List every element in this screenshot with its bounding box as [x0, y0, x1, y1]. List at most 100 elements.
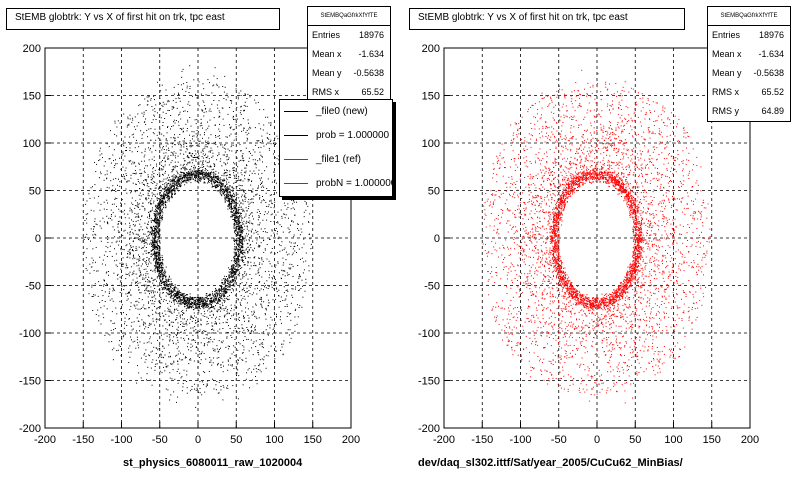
scatter-point: [271, 277, 273, 279]
scatter-point: [211, 182, 212, 184]
scatter-point: [293, 236, 295, 238]
scatter-point: [157, 238, 159, 240]
scatter-point: [106, 199, 108, 201]
scatter-point: [181, 376, 183, 378]
scatter-point: [182, 294, 184, 296]
scatter-point: [207, 298, 208, 300]
scatter-point: [159, 248, 161, 250]
scatter-point: [273, 221, 275, 222]
scatter-point: [134, 191, 136, 193]
scatter-point: [196, 97, 198, 99]
scatter-point: [178, 180, 180, 181]
scatter-point: [151, 290, 153, 292]
scatter-point: [155, 234, 157, 236]
scatter-point: [193, 329, 195, 331]
scatter-point: [129, 231, 131, 233]
scatter-point: [228, 195, 230, 197]
scatter-point: [199, 305, 200, 307]
scatter-point: [198, 391, 200, 393]
scatter-point: [154, 300, 156, 302]
scatter-point: [254, 327, 256, 329]
scatter-point: [194, 150, 196, 152]
scatter-point: [225, 198, 227, 200]
scatter-point: [165, 182, 167, 184]
scatter-point: [257, 224, 259, 226]
scatter-point: [255, 265, 257, 267]
scatter-point: [243, 249, 245, 251]
scatter-point: [239, 227, 241, 229]
scatter-point: [245, 307, 247, 309]
scatter-point: [159, 213, 161, 214]
scatter-point: [185, 151, 187, 153]
scatter-point: [177, 288, 179, 290]
scatter-point: [219, 112, 221, 114]
scatter-point: [159, 213, 161, 215]
scatter-point: [283, 292, 285, 294]
scatter-point: [263, 145, 265, 147]
scatter-point: [260, 296, 262, 298]
scatter-point: [137, 202, 138, 204]
scatter-point: [112, 226, 114, 228]
scatter-point: [196, 173, 198, 175]
scatter-point: [106, 173, 108, 175]
scatter-point: [237, 327, 239, 329]
scatter-point: [134, 190, 136, 192]
scatter-point: [218, 290, 220, 292]
scatter-point: [216, 316, 218, 318]
scatter-point: [228, 204, 230, 205]
scatter-point: [179, 184, 181, 186]
scatter-point: [159, 362, 161, 364]
scatter-point: [237, 219, 239, 221]
scatter-point: [146, 257, 148, 258]
scatter-point: [115, 188, 116, 190]
scatter-point: [144, 171, 146, 173]
scatter-point: [217, 184, 219, 186]
scatter-point: [155, 217, 157, 219]
scatter-point: [226, 322, 228, 324]
scatter-point: [100, 188, 102, 190]
scatter-point: [167, 284, 169, 285]
scatter-point: [156, 231, 158, 233]
scatter-point: [154, 238, 156, 240]
scatter-point: [235, 118, 237, 120]
scatter-point: [253, 310, 255, 312]
scatter-point: [274, 253, 276, 255]
scatter-point: [143, 333, 145, 334]
scatter-point: [219, 310, 221, 312]
scatter-point: [238, 227, 240, 229]
scatter-point: [143, 304, 145, 306]
scatter-point: [191, 316, 193, 318]
scatter-point: [180, 84, 182, 86]
scatter-point: [261, 200, 263, 202]
scatter-point: [170, 278, 172, 280]
scatter-point: [233, 192, 234, 194]
scatter-point: [95, 314, 97, 315]
scatter-point: [240, 256, 242, 258]
scatter-point: [163, 288, 165, 290]
scatter-point: [128, 318, 130, 320]
scatter-point: [251, 154, 253, 156]
scatter-point: [170, 162, 172, 164]
scatter-point: [177, 333, 178, 335]
scatter-point: [228, 289, 230, 291]
scatter-point: [228, 348, 230, 350]
scatter-point: [177, 322, 179, 324]
scatter-point: [155, 208, 157, 210]
scatter-point: [130, 302, 132, 304]
scatter-point: [246, 210, 248, 212]
scatter-point: [190, 182, 192, 184]
scatter-point: [222, 179, 224, 181]
scatter-point: [161, 267, 163, 269]
scatter-point: [283, 262, 285, 264]
scatter-point: [99, 147, 101, 149]
scatter-point: [224, 190, 226, 192]
scatter-point: [164, 283, 166, 285]
scatter-point: [234, 221, 236, 223]
scatter-point: [196, 171, 198, 173]
scatter-point: [270, 143, 272, 145]
scatter-point: [231, 281, 233, 283]
scatter-point: [284, 198, 286, 199]
scatter-point: [216, 190, 218, 192]
scatter-point: [183, 110, 185, 112]
scatter-point: [99, 154, 101, 156]
